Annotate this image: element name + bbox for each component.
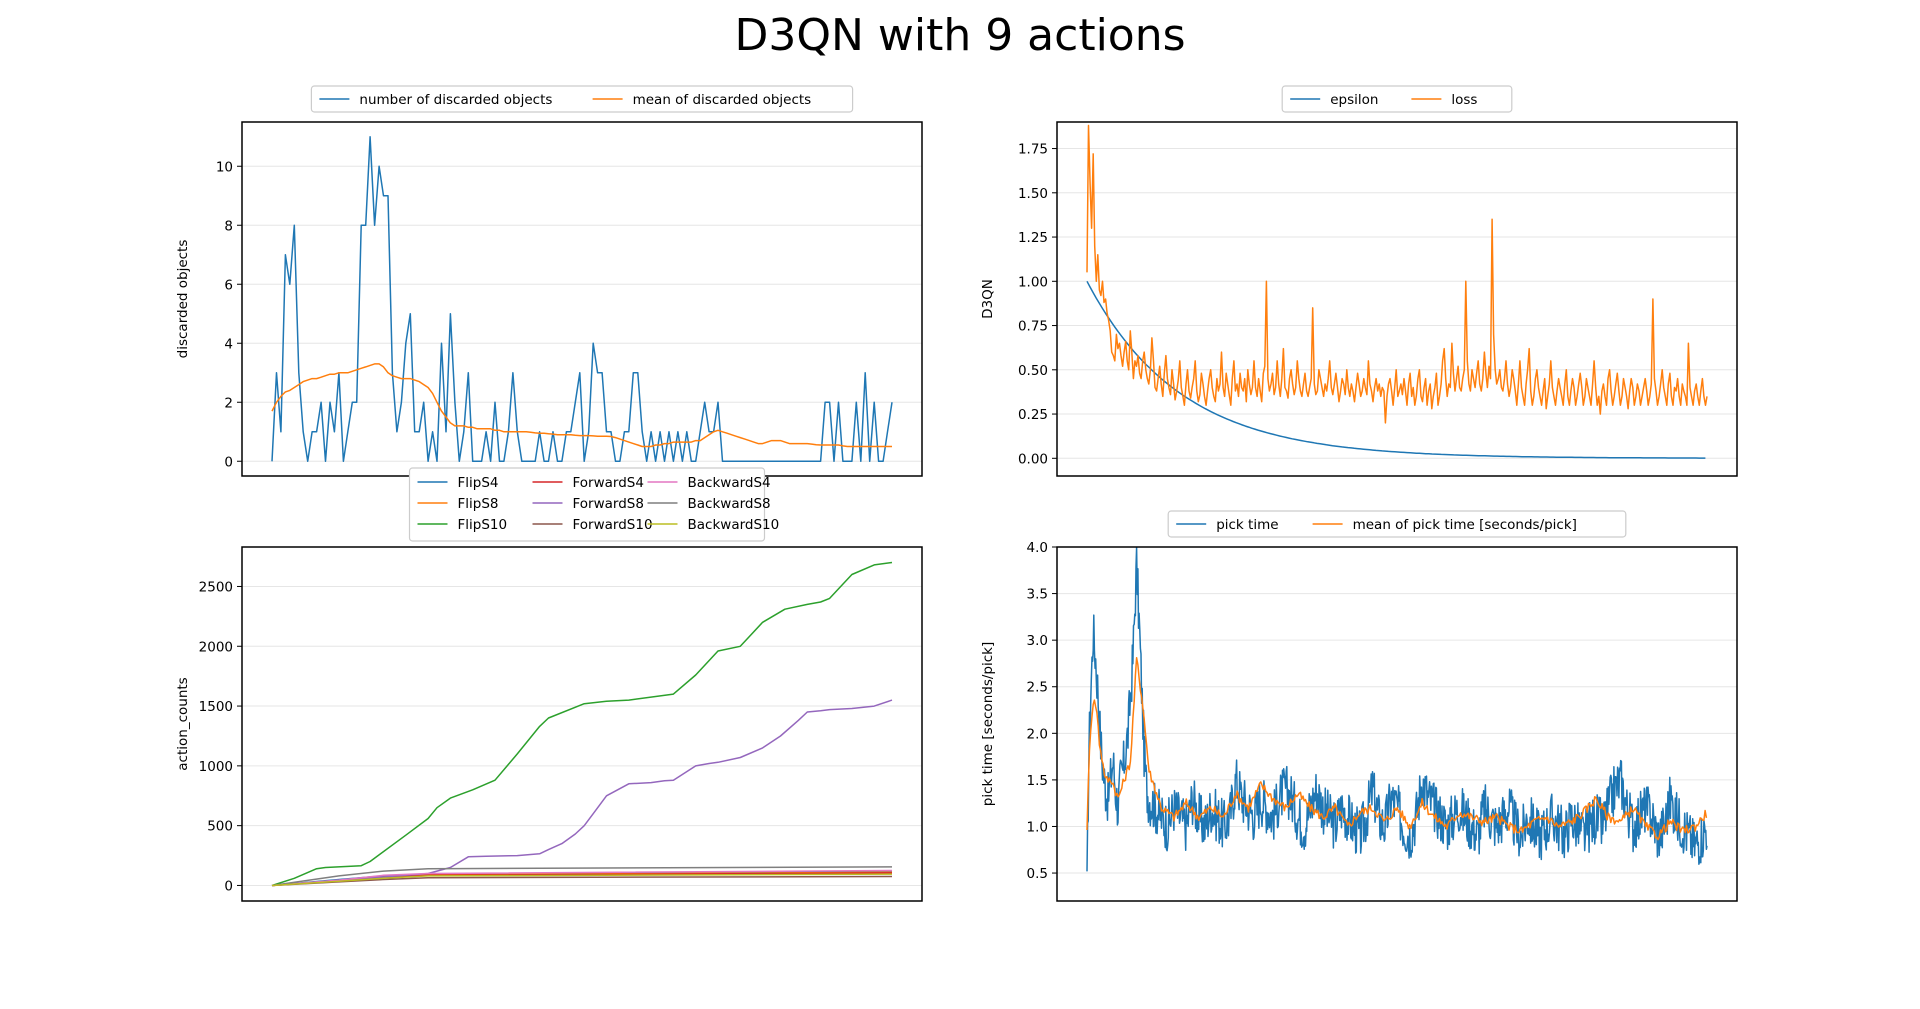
y-tick-label: 0.5 [1027,866,1048,882]
y-tick-label: 2.0 [1027,726,1048,742]
legend-label: mean of pick time [seconds/pick] [1353,517,1577,533]
y-tick-label: 8 [224,218,233,234]
series-line-loss [1086,124,1708,424]
y-tick-label: 0.00 [1018,451,1048,467]
legend-label: ForwardS4 [573,475,644,491]
plot-frame [241,546,923,902]
legend-label: FlipS10 [458,517,508,533]
series-line-backwards8 [271,866,893,887]
legend-label: epsilon [1330,92,1378,108]
legend-frame [1281,85,1513,113]
legend-label: ForwardS10 [573,517,653,533]
legend: number of discarded objects mean of disca… [310,85,854,113]
y-tick-label: 1500 [199,699,233,715]
y-axis-label: discarded objects [175,240,191,359]
legend-label: FlipS8 [458,496,499,512]
y-tick-label: 0 [224,454,233,470]
y-tick-label: 1.00 [1018,274,1048,290]
y-tick-label: 0.25 [1018,407,1048,423]
legend-label: FlipS4 [458,475,499,491]
y-tick-label: 10 [216,159,233,175]
legend-label: ForwardS8 [573,496,644,512]
legend-frame [310,85,854,113]
subplot-3: 05001000150020002500action_countsFlipS4F… [175,467,923,902]
y-tick-label: 0.50 [1018,363,1048,379]
plot-frame [1056,121,1738,477]
y-tick-label: 0 [224,878,233,894]
legend: epsilon loss [1281,85,1513,113]
legend-label: number of discarded objects [359,92,552,108]
y-axis-label: pick time [seconds/pick] [980,642,996,806]
legend-label: mean of discarded objects [633,92,812,108]
y-tick-label: 2000 [199,639,233,655]
legend-label: loss [1451,92,1477,108]
legend: FlipS4 FlipS8 FlipS10 ForwardS4 ForwardS8 For… [408,467,780,542]
y-tick-label: 1.50 [1018,186,1048,202]
legend-label: BackwardS10 [688,517,780,533]
y-tick-label: 1.5 [1027,773,1048,789]
y-tick-label: 3.0 [1027,633,1048,649]
y-tick-label: 1000 [199,759,233,775]
legend-label: pick time [1216,517,1278,533]
legend-label: BackwardS4 [688,475,771,491]
series-line-forwards8 [271,699,893,887]
series-line-flips10 [271,561,893,887]
y-axis-label: D3QN [980,279,996,319]
subplot-2: 0.00 0.25 0.50 0.75 1.00 1.25 1.50 1.75 D3QN epsi… [980,85,1738,477]
plot-frame [1056,546,1738,902]
y-tick-label: 2500 [199,579,233,595]
legend-frame [408,467,766,542]
y-tick-label: 6 [224,277,233,293]
series-line-backwards10 [271,873,893,887]
subplot-4: 0.5 1.0 1.5 2.0 2.5 3.0 3.5 4.0 pick time [secon… [980,510,1738,902]
legend: pick time mean of pick time [seconds/pick… [1167,510,1627,538]
y-tick-label: 4 [224,336,233,352]
legend-frame [1167,510,1627,538]
y-axis-label: action_counts [175,677,191,770]
y-tick-label: 1.0 [1027,819,1048,835]
subplot-1: 0 2 4 6 8 10 discarded objects number of discar… [175,85,923,477]
series-line-number-of-discarded-objects [271,136,893,463]
y-tick-label: 3.5 [1027,587,1048,603]
series-line-mean-of-discarded-objects [271,363,892,448]
y-tick-label: 4.0 [1027,540,1048,556]
y-tick-label: 500 [207,819,233,835]
series-line-mean-of-pick-time-seconds-pick- [1086,657,1708,841]
y-tick-label: 2 [224,395,233,411]
legend-label: BackwardS8 [688,496,771,512]
y-tick-label: 1.25 [1018,230,1048,246]
series-line-epsilon [1086,280,1706,459]
y-tick-label: 2.5 [1027,680,1048,696]
y-tick-label: 0.75 [1018,319,1048,335]
series-line-backwards4 [271,869,893,887]
figure-title: D3QN with 9 actions [734,10,1186,61]
y-tick-label: 1.75 [1018,142,1048,158]
